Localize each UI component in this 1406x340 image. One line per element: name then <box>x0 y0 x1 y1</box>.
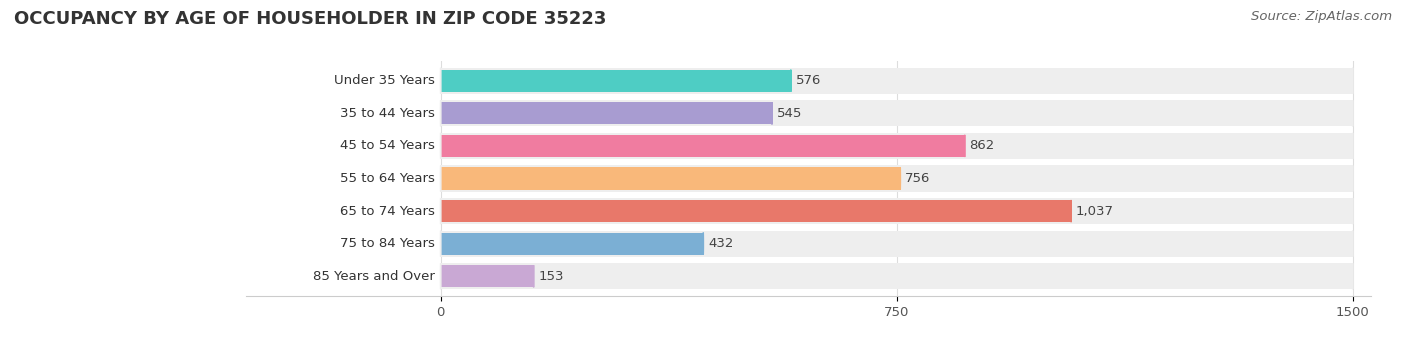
Bar <box>440 200 1071 222</box>
FancyBboxPatch shape <box>249 198 437 224</box>
Text: 756: 756 <box>905 172 931 185</box>
Bar <box>440 233 703 255</box>
Text: 545: 545 <box>778 107 803 120</box>
Text: 432: 432 <box>709 237 734 250</box>
Text: 65 to 74 Years: 65 to 74 Years <box>340 205 434 218</box>
FancyBboxPatch shape <box>249 133 437 159</box>
Text: OCCUPANCY BY AGE OF HOUSEHOLDER IN ZIP CODE 35223: OCCUPANCY BY AGE OF HOUSEHOLDER IN ZIP C… <box>14 10 606 28</box>
Text: 1,037: 1,037 <box>1076 205 1114 218</box>
Bar <box>440 231 1353 257</box>
Bar <box>440 68 1353 94</box>
Text: 45 to 54 Years: 45 to 54 Years <box>340 139 434 152</box>
Bar <box>440 102 772 124</box>
FancyBboxPatch shape <box>249 68 437 94</box>
Text: 55 to 64 Years: 55 to 64 Years <box>340 172 434 185</box>
Text: 576: 576 <box>796 74 821 87</box>
Bar <box>440 198 1353 224</box>
Text: 75 to 84 Years: 75 to 84 Years <box>340 237 434 250</box>
FancyBboxPatch shape <box>249 166 437 191</box>
Text: 85 Years and Over: 85 Years and Over <box>312 270 434 283</box>
Bar <box>440 265 534 287</box>
Text: 862: 862 <box>970 139 995 152</box>
Bar <box>440 133 1353 159</box>
FancyBboxPatch shape <box>249 263 437 289</box>
FancyBboxPatch shape <box>249 100 437 126</box>
Text: 153: 153 <box>538 270 564 283</box>
Bar <box>440 263 1353 289</box>
Bar <box>440 135 965 157</box>
Bar <box>440 167 900 190</box>
Bar <box>440 70 790 92</box>
Text: 35 to 44 Years: 35 to 44 Years <box>340 107 434 120</box>
FancyBboxPatch shape <box>249 231 437 257</box>
Text: Under 35 Years: Under 35 Years <box>333 74 434 87</box>
Text: Source: ZipAtlas.com: Source: ZipAtlas.com <box>1251 10 1392 23</box>
Bar <box>440 166 1353 191</box>
Bar <box>440 100 1353 126</box>
